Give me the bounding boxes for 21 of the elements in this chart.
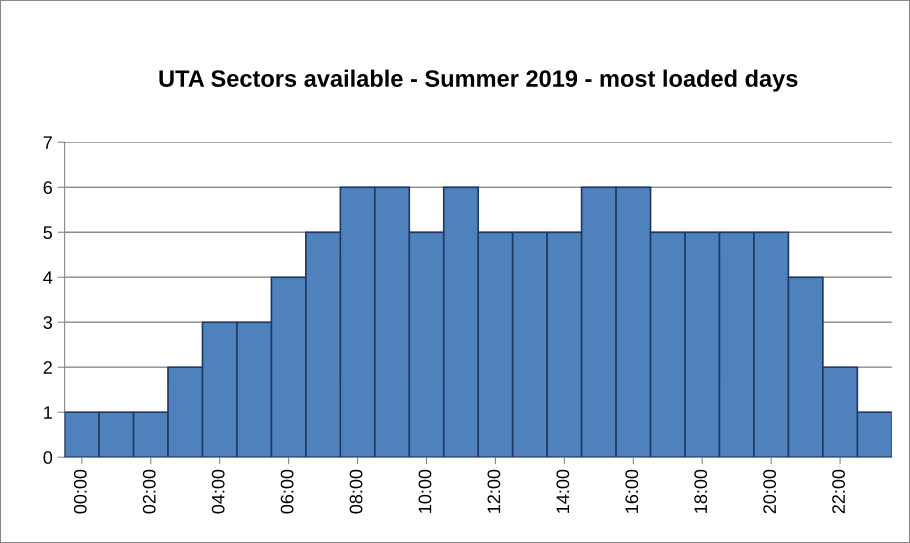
y-tick-label: 1 [44,406,52,419]
chart-title: UTA Sectors available - Summer 2019 - most loaded days [159,70,798,92]
x-tick-label: 08:00 [350,470,362,514]
x-tick-label: 18:00 [694,470,708,513]
x-tick-label: 10:00 [418,470,432,513]
x-tick-label: 06:00 [280,470,294,514]
x-tick-label: 16:00 [625,470,638,513]
x-tick-label: 04:00 [212,470,225,514]
y-tick-label: 5 [43,226,52,239]
x-tick-label: 00:00 [74,470,87,514]
x-tick-label: 14:00 [556,470,570,513]
x-tick-label: 02:00 [142,470,156,514]
y-tick-label: 4 [43,271,52,284]
y-tick-label: 2 [44,361,52,374]
y-tick-label: 7 [44,136,52,149]
x-tick-label: 20:00 [763,470,776,514]
y-tick-label: 0 [43,451,52,464]
x-tick-label: 22:00 [832,470,845,514]
y-tick-label: 3 [43,316,52,329]
x-tick-label: 12:00 [488,470,500,513]
y-tick-label: 6 [44,181,52,194]
